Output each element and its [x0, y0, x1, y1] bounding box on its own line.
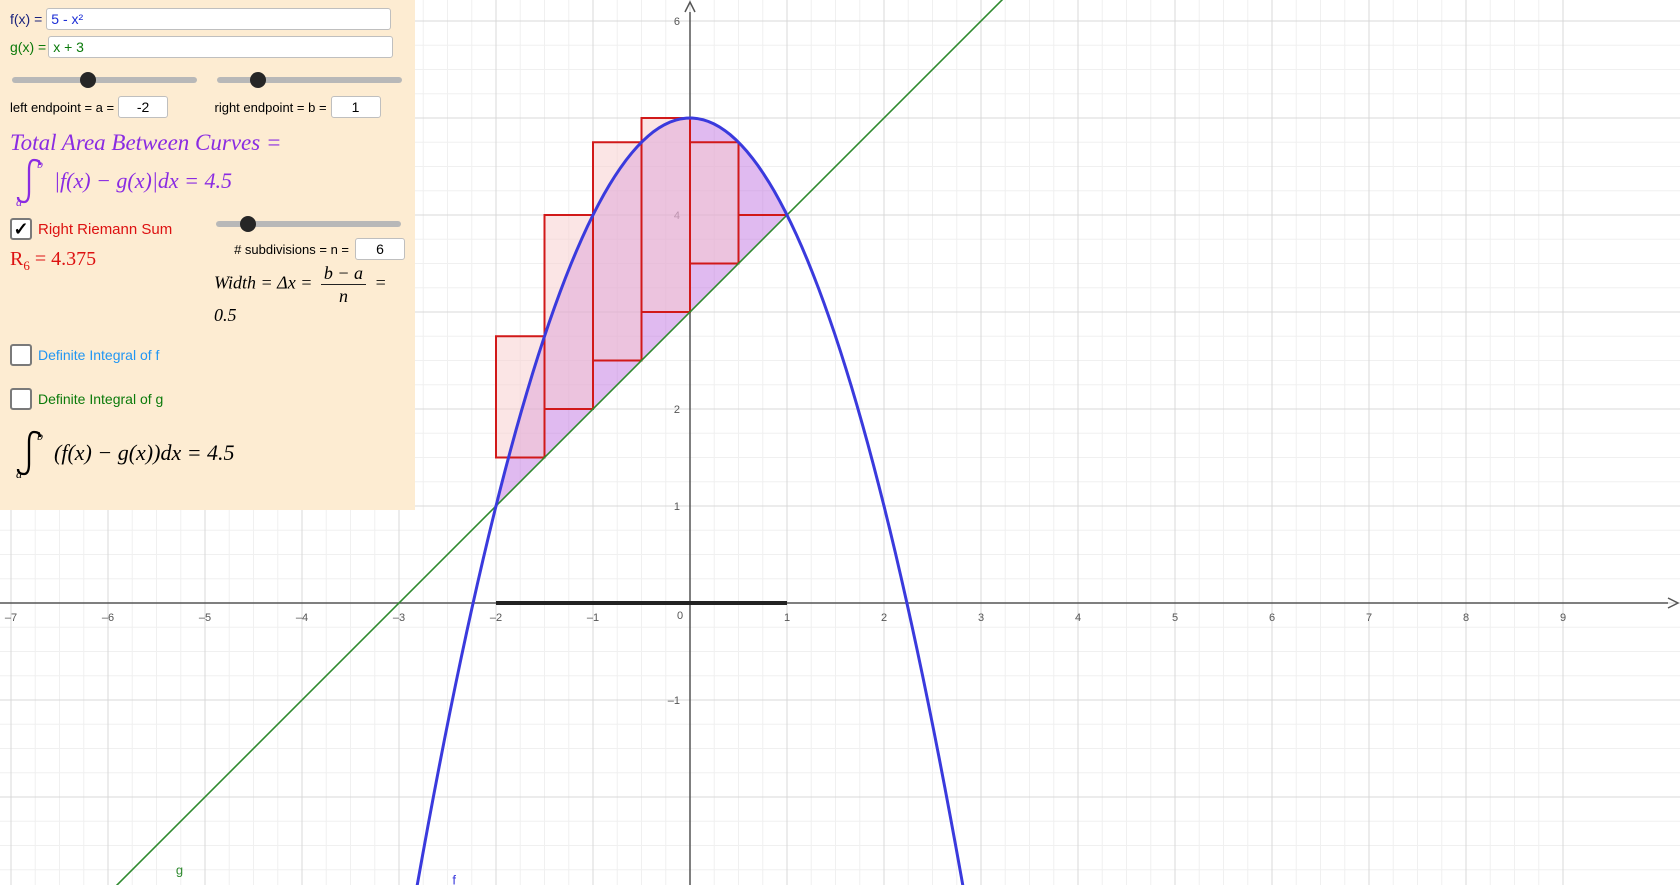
a-input[interactable] [118, 96, 168, 118]
f-label: f(x) = [10, 11, 42, 27]
svg-text:9: 9 [1560, 612, 1566, 624]
svg-text:1: 1 [674, 501, 680, 513]
svg-text:–4: –4 [296, 612, 308, 624]
n-slider[interactable] [216, 221, 401, 227]
svg-text:7: 7 [1366, 612, 1372, 624]
svg-text:–1: –1 [587, 612, 599, 624]
def-int-f-checkbox[interactable] [10, 344, 32, 366]
svg-text:2: 2 [674, 404, 680, 416]
width-formula: Width = Δx = b − an = 0.5 [214, 264, 405, 326]
svg-text:b: b [37, 429, 43, 443]
svg-text:a: a [16, 195, 22, 208]
svg-text:g: g [176, 863, 183, 878]
svg-text:–5: –5 [199, 612, 211, 624]
svg-text:4: 4 [1075, 612, 1081, 624]
riemann-value: R6 = 4.375 [10, 248, 200, 274]
n-input[interactable] [355, 238, 405, 260]
control-panel: f(x) = g(x) = left endpoint = a = right … [0, 0, 415, 510]
b-input[interactable] [331, 96, 381, 118]
svg-text:–6: –6 [102, 612, 114, 624]
riemann-label: Right Riemann Sum [38, 221, 172, 238]
svg-text:–7: –7 [5, 612, 17, 624]
svg-text:0: 0 [677, 610, 683, 622]
svg-text:f: f [452, 872, 456, 885]
a-slider[interactable] [12, 77, 197, 83]
area-integral: b a |f(x) − g(x)|dx = 4.5 [10, 154, 405, 208]
svg-text:6: 6 [1269, 612, 1275, 624]
svg-text:b: b [37, 157, 43, 171]
area-title: Total Area Between Curves = [10, 130, 405, 156]
b-slider[interactable] [217, 77, 402, 83]
svg-text:1: 1 [784, 612, 790, 624]
svg-text:3: 3 [978, 612, 984, 624]
svg-text:2: 2 [881, 612, 887, 624]
def-int-g-label: Definite Integral of g [38, 391, 163, 407]
def-int-g-checkbox[interactable] [10, 388, 32, 410]
a-endpoint-label: left endpoint = a = [10, 100, 114, 115]
f-input[interactable] [46, 8, 391, 30]
bottom-integral-body: (f(x) − g(x))dx = 4.5 [54, 440, 235, 466]
def-int-f-label: Definite Integral of f [38, 347, 159, 363]
svg-text:6: 6 [674, 16, 680, 28]
svg-text:–2: –2 [490, 612, 502, 624]
area-integral-body: |f(x) − g(x)|dx = 4.5 [54, 168, 232, 194]
svg-text:5: 5 [1172, 612, 1178, 624]
svg-text:8: 8 [1463, 612, 1469, 624]
riemann-checkbox[interactable] [10, 218, 32, 240]
g-input[interactable] [48, 36, 393, 58]
bottom-integral: b a (f(x) − g(x))dx = 4.5 [10, 426, 405, 480]
svg-text:a: a [16, 467, 22, 480]
g-label: g(x) = [10, 39, 46, 55]
svg-text:–3: –3 [393, 612, 405, 624]
b-endpoint-label: right endpoint = b = [215, 100, 327, 115]
n-label: # subdivisions = n = [234, 242, 349, 257]
svg-text:–1: –1 [668, 695, 680, 707]
